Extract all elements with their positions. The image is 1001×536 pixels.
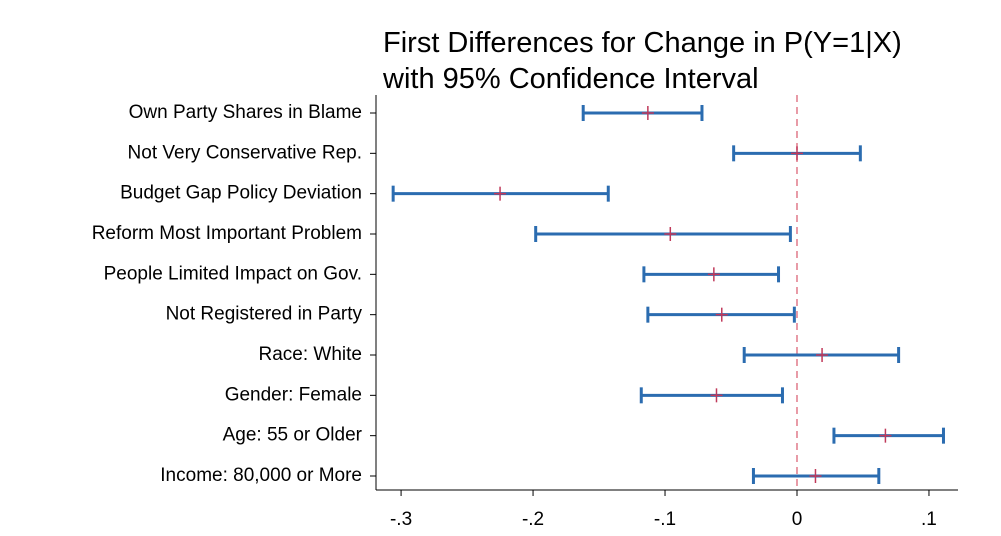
y-tick-label: Age: 55 or Older [223,425,363,446]
point-estimate [809,469,822,483]
y-tick-label: Income: 80,000 or More [160,465,362,486]
y-tick-label: Reform Most Important Problem [92,223,362,244]
point-estimate [641,106,654,120]
point-estimate [707,267,720,282]
x-tick-label: 0 [792,509,803,530]
x-tick-label: -.1 [654,509,676,530]
point-estimate [710,388,723,403]
point-estimate [816,348,829,362]
chart-title: with 95% Confidence Interval [382,63,759,95]
y-tick-label: Race: White [259,344,362,365]
chart-title: First Differences for Change in P(Y=1|X) [383,27,902,59]
point-estimate [790,146,803,161]
point-estimate [664,227,677,241]
y-tick-label: Not Very Conservative Rep. [128,142,362,163]
y-tick-label: Gender: Female [225,384,362,405]
y-tick-label: Not Registered in Party [166,304,363,325]
y-tick-label: Own Party Shares in Blame [129,102,362,123]
x-tick-label: -.2 [522,509,544,530]
point-estimate [879,428,892,443]
y-tick-label: People Limited Impact on Gov. [104,263,362,284]
point-estimate [715,307,728,322]
point-estimate [494,186,507,201]
x-tick-label: -.3 [390,509,412,530]
y-tick-label: Budget Gap Policy Deviation [120,183,362,204]
x-tick-label: .1 [921,509,937,530]
